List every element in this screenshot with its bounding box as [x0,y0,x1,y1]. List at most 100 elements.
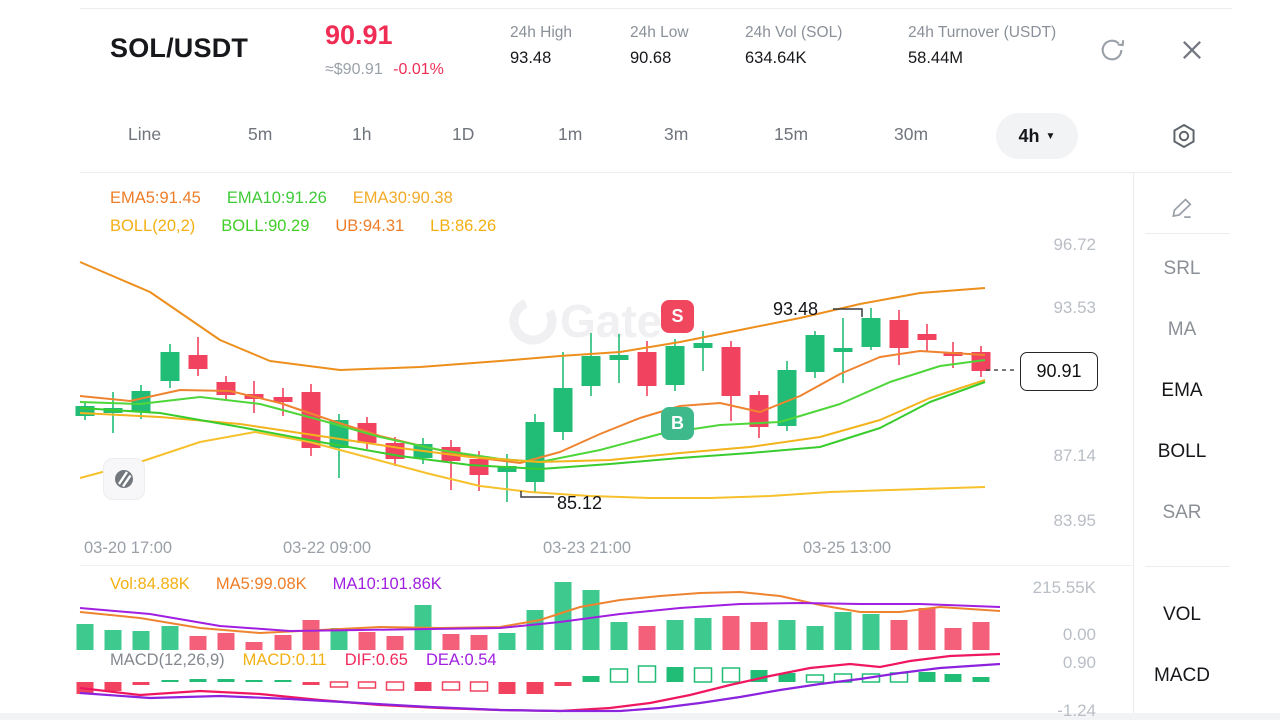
macd-bar-32 [972,677,990,682]
ema-readout-row: EMA5:91.45 EMA10:91.26 EMA30:90.38 [110,189,453,208]
sidebar-section-divider-2 [1145,566,1230,567]
close-button[interactable] [1178,36,1206,64]
chart-settings-button[interactable] [1170,122,1198,150]
macd-bar-3 [161,680,179,682]
tab-1h[interactable]: 1h [352,124,372,144]
volume-bar-9 [330,628,348,650]
macd-bar-16 [526,682,544,694]
draw-tool-button[interactable] [1168,195,1196,223]
pencil-icon [1172,198,1192,218]
screenshot-button[interactable] [103,458,145,500]
stat-24h-turnover-usdt-: 24h Turnover (USDT) 58.44M [908,24,1085,68]
sidebar-divider [1133,172,1134,713]
selected-timeframe: 4h [1018,125,1040,146]
indicator-axis-label: 0.90 [1062,653,1096,672]
sidebar-item-ma[interactable]: MA [1167,319,1197,340]
x-axis-label: 03-20 17:00 [84,539,173,557]
stat-value: 58.44M [908,49,964,67]
indicator-value: UB:94.31 [335,217,405,235]
candle-body-18 [581,356,601,386]
macd-bar-25 [778,673,796,682]
high-anno-line [833,308,863,317]
tab-5m[interactable]: 5m [248,124,273,144]
sidebar-item-srl[interactable]: SRL [1163,258,1201,279]
stat-24h-vol-sol-: 24h Vol (SOL) 634.64K [745,24,842,68]
macd-bar-17 [554,682,572,686]
indicator-value: MA5:99.08K [215,575,307,593]
macd-bar-7 [274,680,292,682]
stat-value: 634.64K [745,49,807,67]
macd-lines-layer [79,652,1001,713]
y-axis-label: 83.95 [1053,511,1096,530]
sidebar-item-vol[interactable]: VOL [1162,604,1202,625]
volume-bar-10 [358,632,376,650]
tab-line[interactable]: Line [128,124,162,144]
candle-body-20 [637,352,657,386]
line-mid [79,381,986,470]
low-price-annotation: 85.12 [557,493,603,513]
macd-bar-23 [721,667,741,683]
line-dea [79,662,1001,713]
volume-bar-18 [582,590,600,650]
candle-body-27 [833,348,853,352]
tab-1d[interactable]: 1D [452,124,475,144]
refresh-button[interactable] [1098,36,1126,64]
indicator-value: BOLL:90.29 [221,217,310,235]
candle-body-22 [693,343,713,348]
volume-bar-26 [806,626,824,650]
volume-bar-2 [132,631,150,650]
candle-body-17 [553,388,573,432]
macd-bar-11 [385,681,405,691]
stat-label: 24h Turnover (USDT) [908,24,1057,41]
indicator-axis-label: 0.00 [1062,625,1096,644]
sidebar-item-macd[interactable]: MACD [1154,665,1210,686]
macd-bar-6 [245,680,263,682]
volume-bar-16 [526,610,544,650]
macd-bar-5 [217,679,235,682]
tab-4h-selected[interactable]: 4h ▼ [996,113,1078,159]
stat-24h-high: 24h High 93.48 [510,24,572,68]
y-axis-label: 96.72 [1053,235,1096,254]
volume-bar-3 [161,626,179,650]
indicator-value: EMA5:91.45 [110,189,201,207]
indicator-value: DEA:0.54 [425,651,497,669]
macd-bar-26 [805,674,825,683]
volume-bars-layer [76,582,990,650]
macd-bar-10 [357,681,377,689]
sidebar-item-ema[interactable]: EMA [1161,380,1203,401]
pair-title: SOL/USDT [110,33,249,63]
volume-bar-8 [302,620,320,650]
tab-1m[interactable]: 1m [558,124,583,144]
line-ub [79,261,986,371]
annotation-lines-layer [520,308,1018,498]
x-axis-label: 03-23 21:00 [543,539,632,557]
line-ema5 [79,350,986,464]
tab-15m[interactable]: 15m [774,124,809,144]
macd-readout-row: MACD(12,26,9) MACD:0.11 DIF:0.65 DEA:0.54 [110,651,497,670]
sidebar-item-boll[interactable]: BOLL [1157,441,1207,462]
volume-ma-lines-layer [79,590,1001,635]
candle-body-29 [889,320,909,348]
candle-body-3 [160,352,180,381]
volume-readout-row: Vol:84.88K MA5:99.08K MA10:101.86K [110,575,442,594]
volume-bar-6 [245,642,263,650]
indicator-axis-label: 215.55K [1032,578,1096,597]
tab-3m[interactable]: 3m [664,124,689,144]
sidebar-section-divider [1145,233,1230,234]
macd-bar-14 [469,681,489,692]
macd-bar-2 [132,682,150,685]
macd-bar-19 [609,668,629,683]
buy-marker-badge: B [661,407,694,440]
sidebar-item-sar[interactable]: SAR [1162,502,1202,523]
stat-label: 24h High [510,24,573,41]
macd-bar-12 [414,682,432,691]
tab-30m[interactable]: 30m [894,124,929,144]
line-vol-ma10 [79,601,1001,633]
gear-icon [1173,123,1195,149]
macd-bar-8 [302,682,320,685]
volume-bar-31 [944,628,962,650]
close-icon [1183,41,1201,59]
x-axis-label: 03-25 13:00 [803,539,892,557]
